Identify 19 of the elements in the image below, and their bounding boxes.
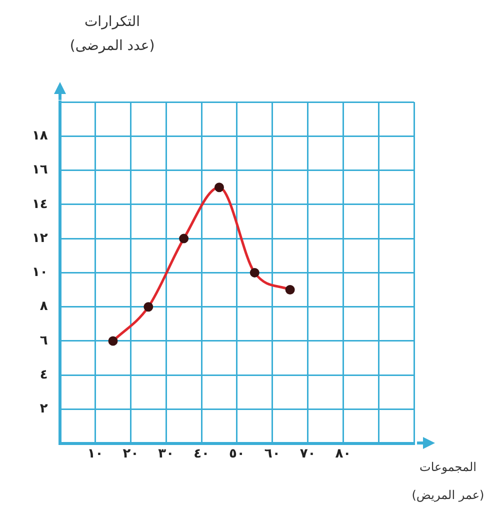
x-axis-title: المجموعات (عمر المريض) [410, 459, 486, 504]
y-tick-label: ١٠ [32, 265, 48, 280]
x-tick-label: ٧٠ [300, 446, 316, 462]
y-tick-label: ١٢ [32, 230, 48, 246]
y-tick-label: ٢ [40, 402, 48, 417]
y-tick-label: ٤ [40, 367, 48, 382]
x-tick-label: ٣٠ [158, 446, 174, 462]
y-tick-label: ١٤ [32, 196, 48, 212]
x-tick-label: ٤٠ [194, 446, 210, 462]
y-tick-label: ١٦ [32, 162, 48, 178]
y-tick-label: ٨ [40, 299, 48, 314]
x-tick-label: ٦٠ [264, 446, 280, 462]
y-axis-title: التكرارات (عدد المرضى) [70, 13, 155, 56]
x-tick-label: ١٠ [87, 446, 104, 462]
y-tick-label: ١٨ [32, 128, 48, 144]
x-tick-label: ٨٠ [335, 446, 352, 462]
y-tick-label: ٦ [40, 333, 48, 348]
x-tick-label: ٥٠ [228, 446, 245, 462]
x-tick-label: ٢٠ [122, 446, 139, 462]
